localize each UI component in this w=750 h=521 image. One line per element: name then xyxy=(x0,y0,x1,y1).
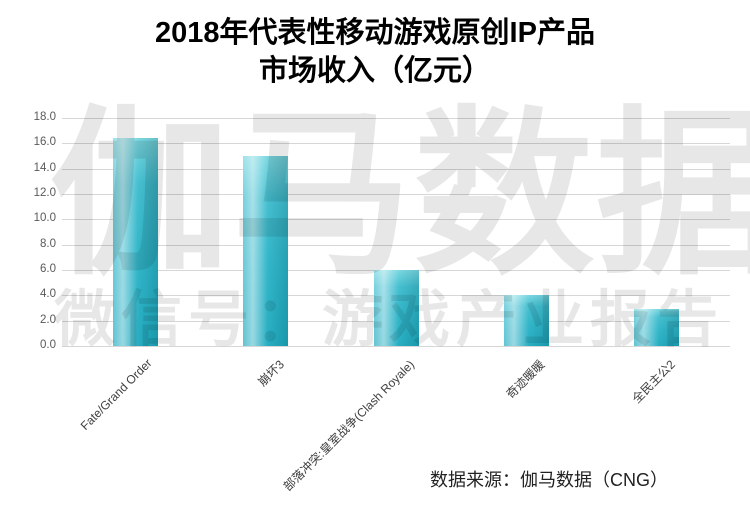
y-axis-tick-label: 14.0 xyxy=(33,161,56,174)
bar-崩坏3 xyxy=(243,156,289,346)
bar-Fate/Grand Order xyxy=(112,138,158,346)
bar-奇迹暖暖 xyxy=(503,295,549,346)
y-axis-tick-label: 8.0 xyxy=(40,237,56,250)
y-axis-tick-label: 18.0 xyxy=(33,111,56,123)
bar-全民主公2 xyxy=(634,309,680,346)
x-axis-category-label: 崩坏3 xyxy=(255,357,287,390)
y-axis-tick-label: 0.0 xyxy=(40,339,56,351)
x-axis-category-label: 奇迹暖暖 xyxy=(503,357,548,402)
gridline xyxy=(62,143,730,145)
chart-title: 2018年代表性移动游戏原创IP产品 市场收入（亿元） xyxy=(0,14,750,91)
gridline xyxy=(62,168,730,170)
x-axis-category-label: Fate/Grand Order xyxy=(78,356,156,433)
y-axis-tick-label: 16.0 xyxy=(33,136,56,149)
chart-title-line1: 2018年代表性移动游戏原创IP产品 xyxy=(155,17,595,49)
x-axis-category-label: 全民主公2 xyxy=(629,357,679,406)
gridline xyxy=(62,194,730,195)
y-axis-tick-label: 6.0 xyxy=(40,263,56,275)
gridline xyxy=(62,346,730,347)
gridline xyxy=(62,219,730,221)
data-source-note: 数据来源：伽马数据（CNG） xyxy=(430,470,668,490)
x-axis-category-label: 部落冲突:皇室战争(Clash Royale) xyxy=(281,357,418,494)
y-axis-tick-label: 12.0 xyxy=(33,187,56,199)
bar-部落冲突:皇室战争(Clash Royale) xyxy=(373,270,419,346)
gridline xyxy=(62,244,730,246)
chart-title-line2: 市场收入（亿元） xyxy=(258,55,491,88)
y-axis-tick-label: 4.0 xyxy=(40,288,56,301)
y-axis-tick-label: 10.0 xyxy=(33,212,56,225)
y-axis-tick-label: 2.0 xyxy=(40,313,56,326)
gridline xyxy=(62,118,730,119)
